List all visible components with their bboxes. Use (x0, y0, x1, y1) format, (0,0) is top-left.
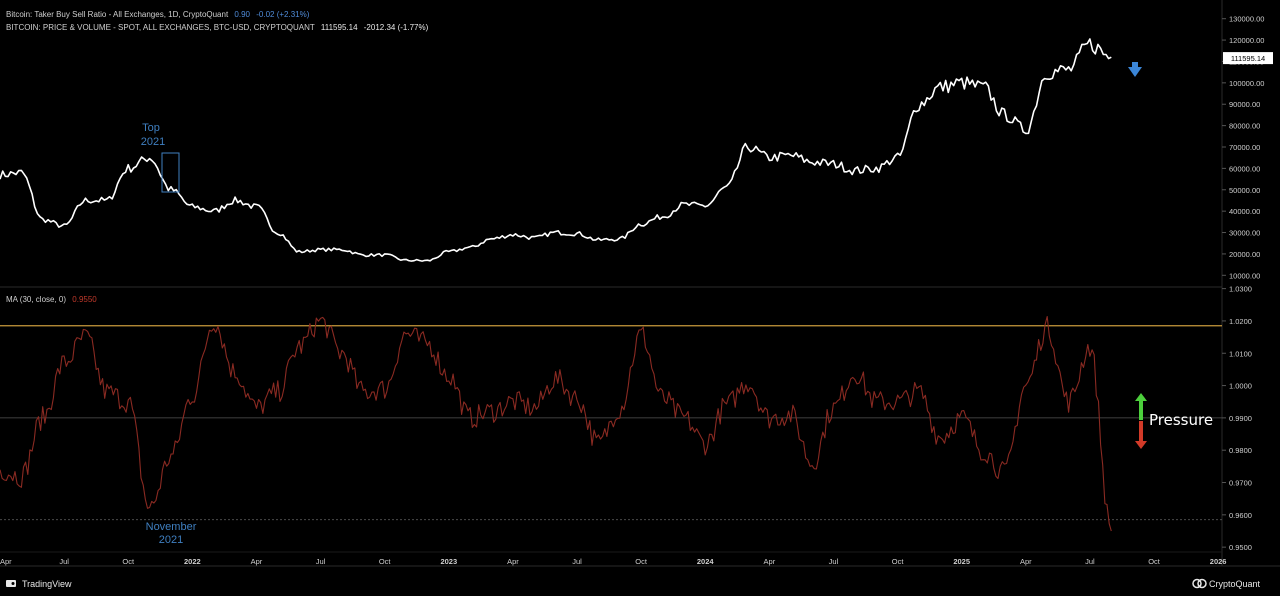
time-tick-label: Jul (829, 557, 839, 566)
bottom-annotation-line1: November (146, 521, 197, 533)
down-arrow-shaft (1139, 421, 1143, 441)
time-tick-label: Oct (379, 557, 392, 566)
price-badge-label: 111595.14 (1231, 54, 1265, 63)
top-annotation-line2: 2021 (141, 136, 165, 148)
cryptoquant-brand: CryptoQuant (1209, 579, 1261, 589)
time-tick-label: Jul (572, 557, 582, 566)
price-badge: 111595.14 (1223, 52, 1273, 65)
time-tick-label: Apr (764, 557, 776, 566)
time-tick-label: 2025 (953, 557, 970, 566)
down-pressure-icon (1135, 441, 1147, 449)
header-value-1: 0.90 (234, 10, 250, 19)
price-tick-label: 90000.00 (1229, 100, 1260, 109)
price-tick-label: 30000.00 (1229, 229, 1260, 238)
tradingview-logo-icon (6, 580, 16, 587)
time-tick-label: Apr (507, 557, 519, 566)
svg-text:Bitcoin: Taker Buy Sell Ratio: Bitcoin: Taker Buy Sell Ratio - All Exch… (6, 10, 310, 19)
ratio-tick-label: 0.9600 (1229, 511, 1252, 520)
bottom-annotation-line2: 2021 (159, 534, 183, 546)
time-tick-label: Apr (1020, 557, 1032, 566)
ratio-series-line (0, 315, 1112, 532)
indicator-value: 0.9550 (72, 295, 97, 304)
top-highlight-box (161, 152, 180, 193)
price-tick-label: 40000.00 (1229, 207, 1260, 216)
price-tick-label: 120000.00 (1229, 36, 1264, 45)
indicator-label: MA (30, close, 0) (6, 295, 66, 304)
header-value-2: 111595.14 (321, 23, 358, 32)
tradingview-brand: TradingView (22, 579, 72, 589)
time-tick-label: Jul (1085, 557, 1095, 566)
time-tick-label: 2026 (1210, 557, 1227, 566)
price-series-line (0, 38, 1112, 262)
time-tick-label: 2024 (697, 557, 715, 566)
ratio-tick-label: 0.9900 (1229, 414, 1252, 423)
up-arrow-shaft (1139, 401, 1143, 420)
price-tick-label: 60000.00 (1229, 164, 1260, 173)
ratio-y-axis: 1.0300 1.0200 1.0100 1.0000 0.9900 0.9800 0.97… (1222, 285, 1252, 552)
svg-text:MA (30, close, 0) 0.9550: MA (30, close, 0) 0.9550 (6, 295, 97, 304)
time-tick-label: Oct (122, 557, 135, 566)
ratio-tick-label: 1.0100 (1229, 349, 1252, 358)
cryptoquant-logo-icon (1192, 578, 1207, 589)
time-tick-label: Apr (251, 557, 263, 566)
ratio-tick-label: 1.0200 (1229, 317, 1252, 326)
svg-text:BITCOIN: PRICE & VOLUME - SPOT: BITCOIN: PRICE & VOLUME - SPOT, ALL EXCH… (6, 23, 429, 32)
header-legend: Bitcoin: Taker Buy Sell Ratio - All Exch… (6, 10, 429, 304)
pressure-indicator: Pressure (1135, 393, 1213, 449)
time-tick-label: Jul (316, 557, 326, 566)
time-tick-label: Oct (892, 557, 905, 566)
time-x-axis: Apr Jul Oct 2022 Apr Jul Oct 2023 Apr Jul Oct 2024 A… (0, 557, 1226, 566)
footer: TradingView CryptoQuant (6, 578, 1261, 589)
header-title-2: BITCOIN: PRICE & VOLUME - SPOT, ALL EXCH… (6, 23, 315, 32)
ratio-tick-label: 1.0300 (1229, 285, 1252, 294)
time-tick-label: Jul (59, 557, 69, 566)
ratio-tick-label: 0.9500 (1229, 543, 1252, 552)
header-change-1: -0.02 (+2.31%) (256, 10, 309, 19)
top-annotation-line1: Top (142, 122, 160, 134)
price-tick-label: 50000.00 (1229, 186, 1260, 195)
pressure-label: Pressure (1149, 411, 1213, 429)
price-badge-box (1223, 52, 1273, 65)
time-tick-label: Oct (1148, 557, 1161, 566)
top-2021-annotation: Top 2021 (141, 122, 180, 193)
ratio-tick-label: 0.9700 (1229, 479, 1252, 488)
up-arrow-icon (1135, 393, 1147, 401)
down-arrow-icon (1128, 62, 1142, 77)
time-tick-label: Oct (635, 557, 648, 566)
series-layer (0, 38, 1112, 532)
ratio-tick-label: 1.0000 (1229, 382, 1252, 391)
time-tick-label: 2022 (184, 557, 201, 566)
price-tick-label: 20000.00 (1229, 250, 1260, 259)
ratio-tick-label: 0.9800 (1229, 446, 1252, 455)
price-tick-label: 10000.00 (1229, 271, 1260, 280)
header-change-2: -2012.34 (-1.77%) (364, 23, 429, 32)
price-tick-label: 80000.00 (1229, 122, 1260, 131)
header-title-1: Bitcoin: Taker Buy Sell Ratio - All Exch… (6, 10, 229, 19)
price-tick-label: 100000.00 (1229, 79, 1264, 88)
time-tick-label: 2023 (440, 557, 457, 566)
price-tick-label: 70000.00 (1229, 143, 1260, 152)
november-2021-annotation: November 2021 (146, 521, 197, 546)
time-tick-label: Apr (0, 557, 12, 566)
price-tick-label: 130000.00 (1229, 15, 1264, 24)
